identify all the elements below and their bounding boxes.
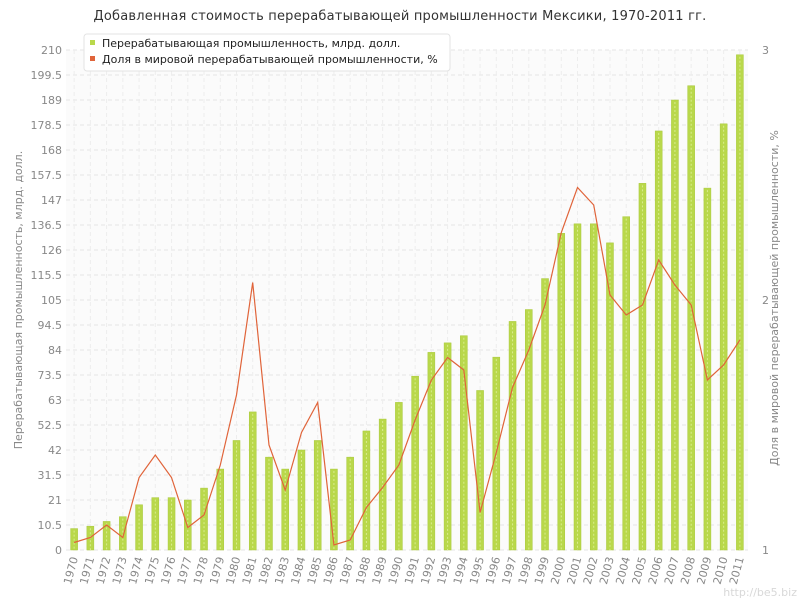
y2-tick-label: 3 <box>762 44 769 57</box>
legend-box <box>83 33 451 72</box>
bar <box>687 85 695 551</box>
legend-label: Доля в мировой перерабатывающей промышле… <box>102 53 438 66</box>
y-tick-label: 94.5 <box>38 319 63 332</box>
y-tick-label: 115.5 <box>31 269 63 282</box>
y2-tick-label: 2 <box>762 294 769 307</box>
line-path <box>73 186 741 546</box>
bar <box>119 516 127 551</box>
bar <box>248 411 257 551</box>
bar-series <box>70 54 744 551</box>
y-tick-label: 147 <box>41 194 62 207</box>
y-tick-label: 105 <box>41 294 62 307</box>
y-tick-label: 136.5 <box>31 219 63 232</box>
y-tick-label: 189 <box>41 94 62 107</box>
line-series <box>73 186 741 546</box>
bar <box>525 309 533 551</box>
chart-title: Добавленная стоимость перерабатывающей п… <box>93 9 707 24</box>
y2-axis-title: Доля в мировой перерабатывающей промышле… <box>768 130 781 466</box>
legend-label: Перерабатывающая промышленность, млрд. д… <box>102 37 400 50</box>
y-tick-label: 157.5 <box>31 169 63 182</box>
y-tick-label: 210 <box>41 44 62 57</box>
y-tick-label: 21 <box>48 494 62 507</box>
bar <box>216 468 225 551</box>
y-tick-label: 0 <box>55 544 62 557</box>
y-tick-label: 84 <box>48 344 62 357</box>
y-tick-label: 126 <box>41 244 62 257</box>
bar <box>330 468 338 551</box>
y-tick-label: 168 <box>41 144 62 157</box>
legend: Перерабатывающая промышленность, млрд. д… <box>83 33 451 72</box>
y2-tick-label: 1 <box>762 544 769 557</box>
y-tick-label: 63 <box>48 394 62 407</box>
y-tick-label: 42 <box>48 444 62 457</box>
y-tick-label: 178.5 <box>31 119 63 132</box>
legend-swatch <box>90 56 95 61</box>
bar <box>281 468 289 551</box>
bar <box>703 187 712 551</box>
y-tick-label: 52.5 <box>38 419 63 432</box>
y-tick-label: 31.5 <box>38 469 63 482</box>
y-tick-label: 199.5 <box>31 69 63 82</box>
y-tick-label: 10.5 <box>38 519 63 532</box>
y-axis-title: Перерабатывающая промышленность, млрд. д… <box>12 151 25 449</box>
watermark: http://be5.biz <box>723 586 797 599</box>
legend-swatch <box>90 40 95 45</box>
bar <box>671 99 679 551</box>
y-tick-label: 73.5 <box>38 369 63 382</box>
